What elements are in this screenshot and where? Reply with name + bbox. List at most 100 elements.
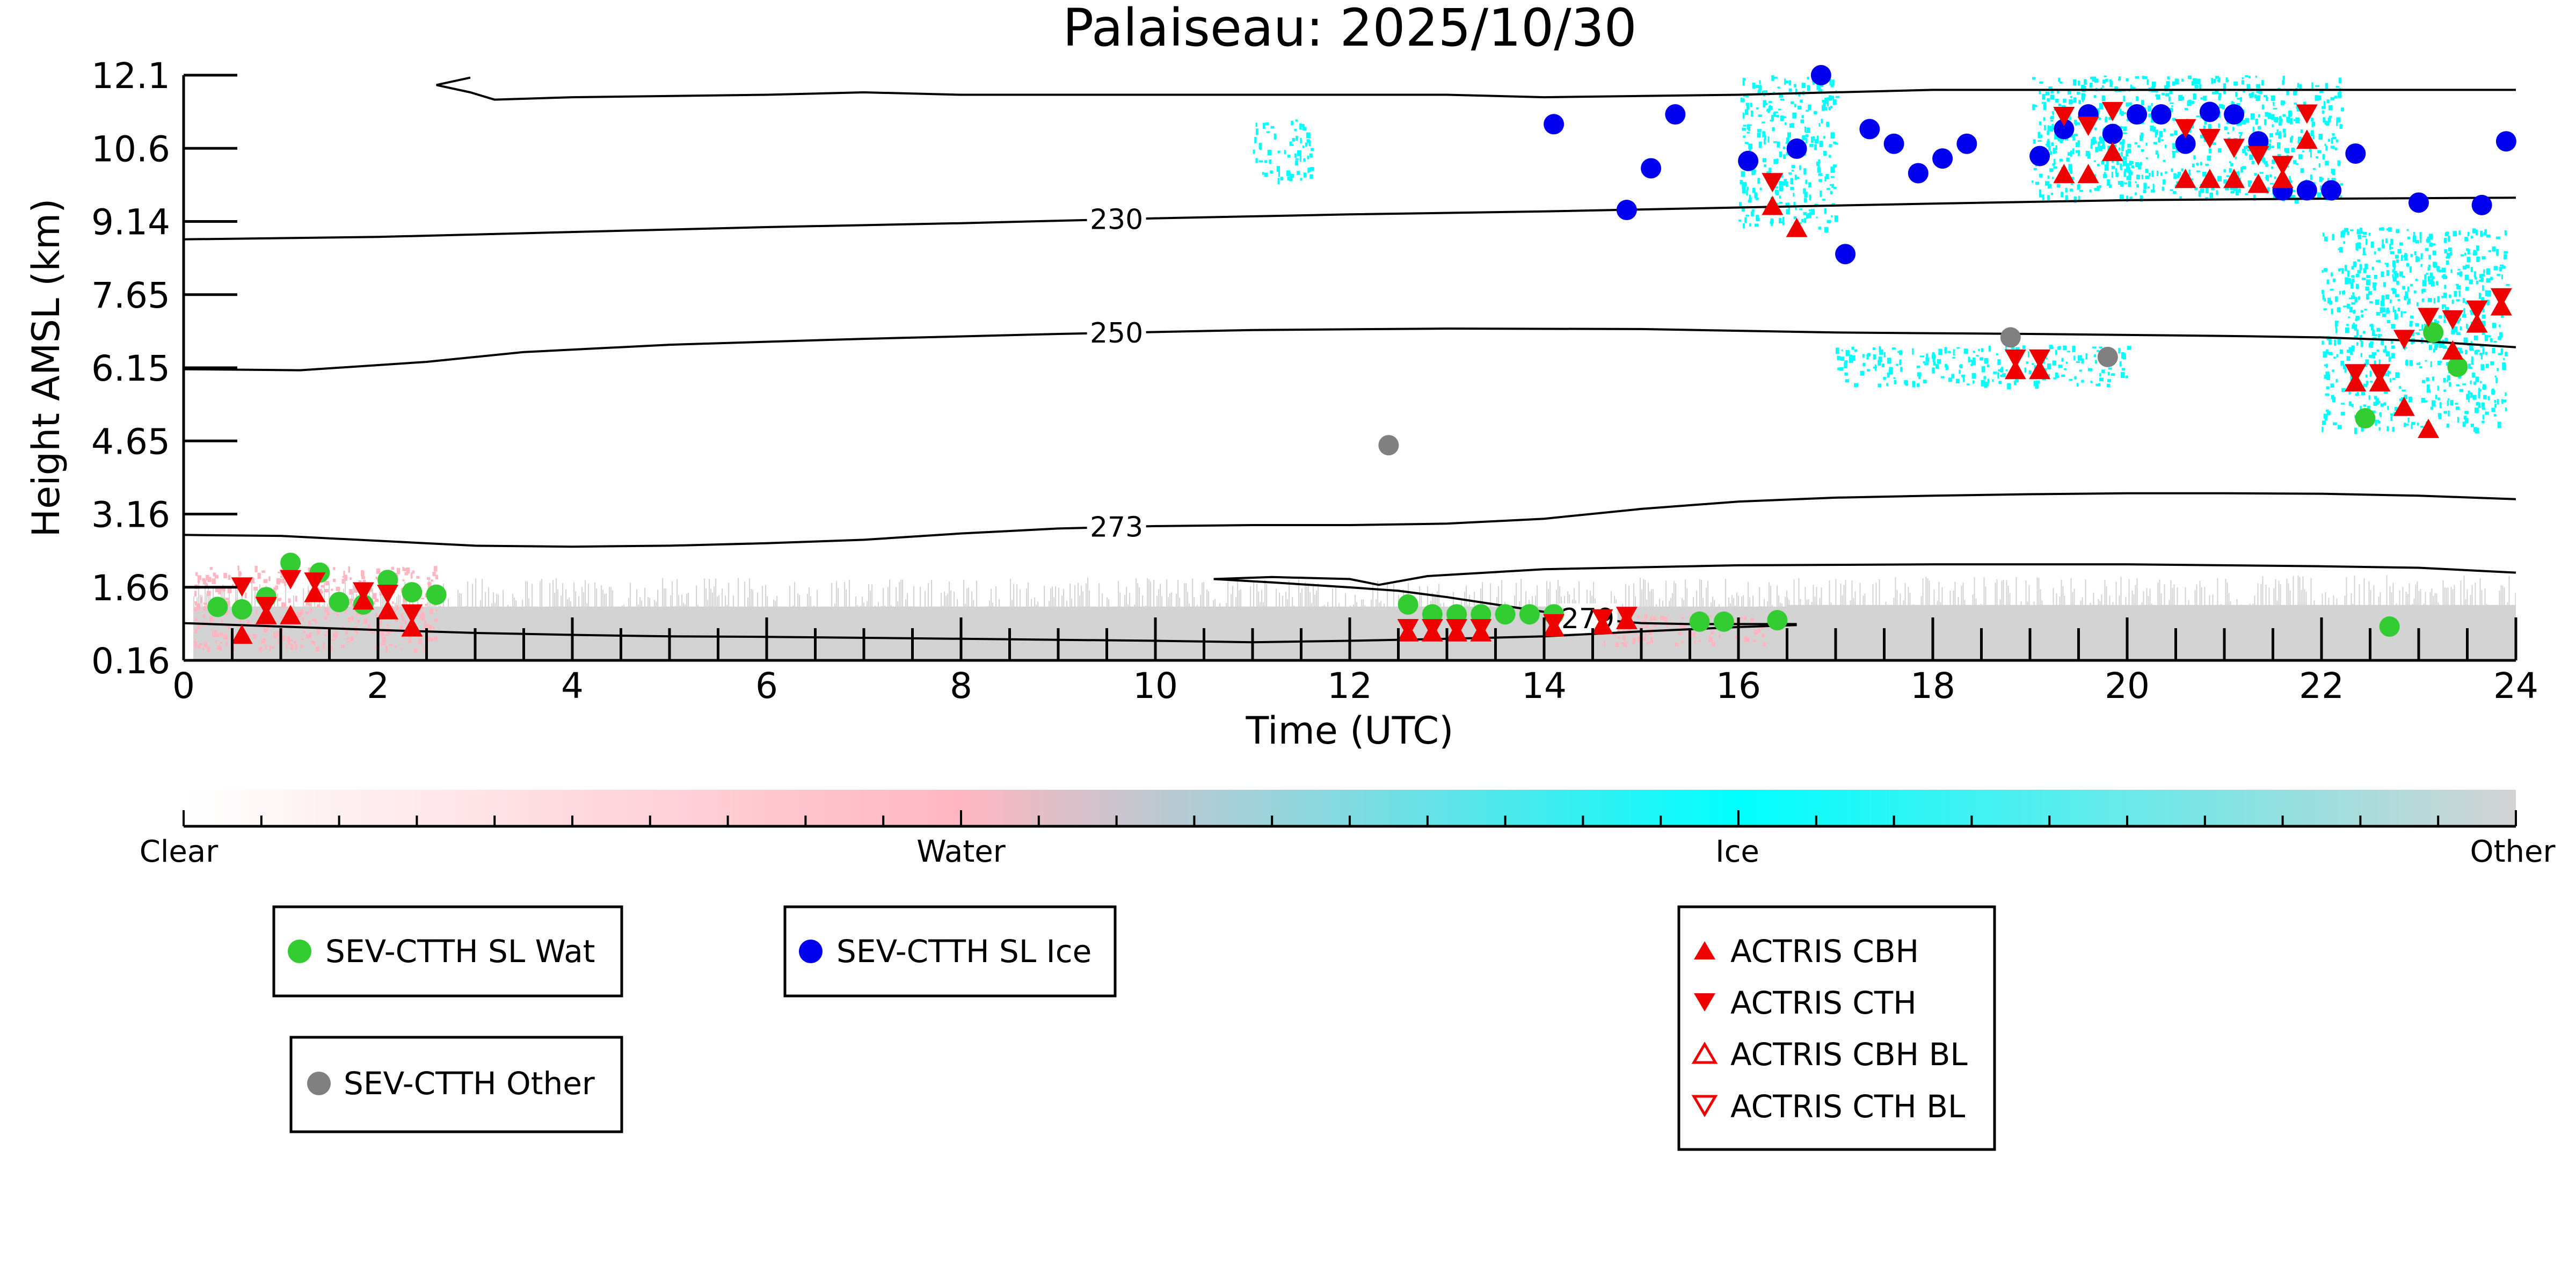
cloud-streak (1074, 585, 1076, 660)
cloud-pixel (220, 632, 223, 637)
cloud-streak (1562, 619, 1564, 660)
cloud-streak (1060, 625, 1061, 660)
cloud-streak (896, 587, 897, 660)
cloud-pixel (299, 612, 303, 616)
cloud-pixel (309, 608, 312, 612)
cloud-pixel (2456, 299, 2460, 302)
cloud-pixel (2443, 275, 2448, 279)
cloud-streak (1044, 586, 1045, 660)
cloud-pixel (2075, 142, 2080, 148)
cloud-streak (883, 588, 884, 660)
cloud-streak (1532, 596, 1533, 660)
cloud-pixel (2368, 395, 2370, 400)
cloud-streak (482, 579, 483, 660)
cloud-streak (1491, 606, 1493, 660)
cloud-pixel (2331, 395, 2334, 399)
cloud-pixel (2230, 191, 2235, 194)
cloud-streak (2239, 621, 2241, 660)
cloud-pixel (2434, 346, 2437, 351)
cloud-streak (1920, 596, 1922, 660)
cloud-pixel (1808, 104, 1811, 111)
cloud-streak (1124, 595, 1126, 660)
cloud-pixel (2297, 83, 2300, 88)
cloud-pixel (1925, 357, 1930, 362)
cloud-pixel (2261, 79, 2264, 86)
cloud-streak (353, 585, 354, 660)
cloud-pixel (1752, 187, 1756, 193)
cloud-pixel (2105, 117, 2107, 122)
cloud-pixel (2482, 314, 2486, 319)
cloud-pixel (282, 578, 285, 584)
cloud-pixel (2247, 181, 2251, 187)
cloud-pixel (1754, 223, 1759, 227)
cloud-pixel (276, 632, 280, 637)
cloud-pixel (2365, 238, 2368, 245)
cloud-streak (1419, 586, 1421, 660)
cloud-streak (533, 616, 535, 660)
cloud-pixel (2458, 230, 2461, 235)
cloud-pixel (2459, 318, 2462, 321)
cloud-pixel (1698, 639, 1701, 642)
cloud-pixel (1787, 202, 1790, 206)
cloud-pixel (2347, 231, 2349, 235)
cloud-pixel (2319, 178, 2324, 180)
cloud-pixel (1784, 179, 1787, 185)
cloud-pixel (197, 575, 202, 580)
marker-cbh (280, 605, 302, 624)
cloud-pixel (2371, 352, 2376, 359)
cloud-pixel (1801, 115, 1804, 119)
cloud-streak (1519, 601, 1520, 660)
cloud-pixel (1804, 192, 1808, 198)
cloud-pixel (2483, 269, 2485, 274)
cloud-streak (1937, 600, 1938, 660)
cloud-streak (1514, 595, 1516, 660)
cloud-pixel (2264, 94, 2267, 97)
cloud-pixel (374, 599, 379, 602)
cloud-streak (2434, 593, 2436, 660)
cloud-streak (1720, 625, 1722, 660)
cloud-pixel (251, 577, 254, 583)
cloud-pixel (1829, 155, 1831, 158)
cloud-streak (928, 583, 929, 660)
cloud-pixel (1881, 363, 1885, 368)
cloud-pixel (425, 593, 427, 596)
cloud-pixel (2286, 117, 2290, 122)
cloud-pixel (2386, 228, 2389, 231)
cloud-streak (2475, 583, 2476, 660)
cloud-streak (1015, 609, 1016, 660)
cloud-pixel (2045, 91, 2050, 96)
cloud-pixel (2127, 143, 2131, 148)
colorbar-ticks (183, 810, 2517, 828)
cloud-pixel (1289, 144, 1294, 146)
cloud-pixel (2035, 382, 2039, 389)
cloud-pixel (350, 577, 352, 580)
cloud-streak (1588, 624, 1590, 660)
cloud-pixel (2053, 159, 2056, 165)
cloud-pixel (2219, 104, 2223, 108)
cloud-streak (2304, 589, 2305, 660)
cloud-pixel (350, 636, 354, 642)
cloud-streak (789, 586, 791, 660)
cloud-pixel (2485, 411, 2489, 415)
cloud-pixel (2043, 104, 2047, 110)
cloud-streak (934, 619, 936, 660)
cloud-pixel (1890, 367, 1892, 372)
cloud-pixel (2469, 279, 2473, 285)
cloud-pixel (2475, 376, 2479, 382)
cloud-pixel (2196, 78, 2201, 84)
cloud-pixel (2375, 421, 2377, 426)
cloud-streak (633, 629, 635, 660)
cloud-pixel (2449, 382, 2451, 387)
cloud-streak (1538, 620, 1540, 660)
cloud-streak (1949, 591, 1951, 660)
cloud-pixel (2310, 118, 2314, 122)
cloud-streak (1864, 593, 1866, 660)
cloud-streak (1034, 597, 1036, 660)
cloud-streak (309, 598, 311, 660)
cloud-streak (1055, 586, 1057, 660)
marker-0 (1689, 611, 1710, 632)
cloud-streak (2109, 595, 2111, 660)
cloud-pixel (1840, 356, 1844, 361)
cloud-pixel (2143, 183, 2147, 189)
cloud-streak (2355, 610, 2357, 660)
